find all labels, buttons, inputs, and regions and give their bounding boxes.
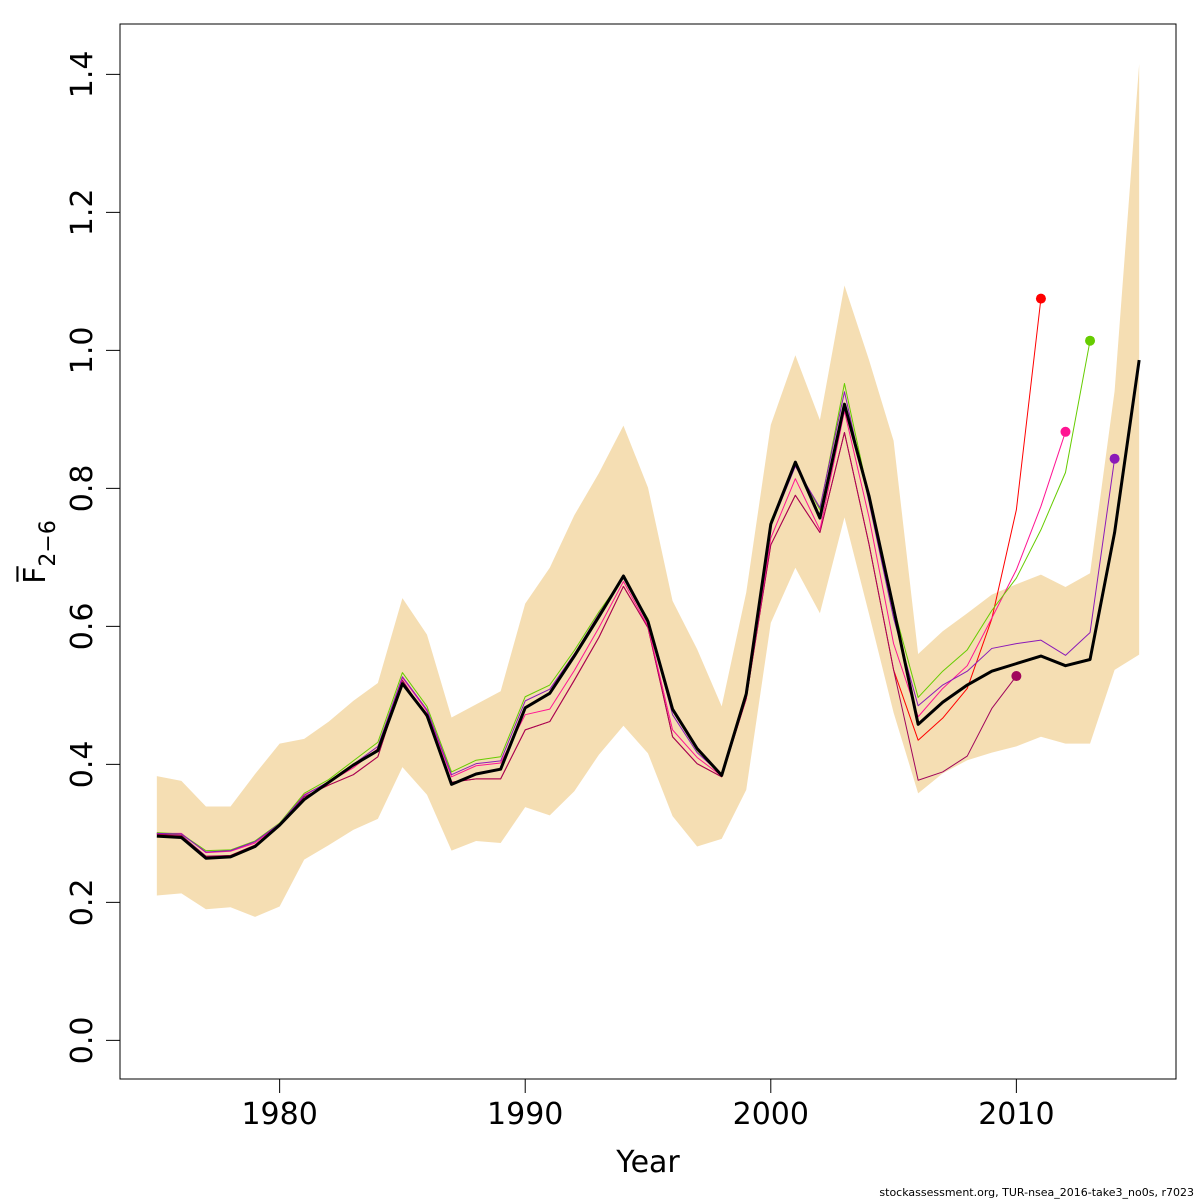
series-endpoint-2 <box>1011 671 1022 682</box>
x-tick-label: 2010 <box>978 1097 1054 1132</box>
y-tick-label: 0.6 <box>65 603 100 651</box>
y-tick-label: 0.2 <box>65 879 100 927</box>
series-layer <box>156 293 1141 860</box>
x-axis: 1980 1990 2000 2010 <box>241 1079 1055 1132</box>
svg-text:F̅2−6: F̅2−6 <box>16 520 61 584</box>
y-tick-label: 0.4 <box>65 741 100 789</box>
series-endpoint-5 <box>1109 453 1120 464</box>
y-tick-label: 0.0 <box>65 1017 100 1065</box>
y-tick-label: 1.4 <box>65 51 100 99</box>
series-endpoint-4 <box>1085 335 1096 346</box>
y-tick-label: 0.8 <box>65 465 100 513</box>
series-endpoint-1 <box>1035 293 1046 304</box>
x-tick-label: 1980 <box>241 1097 317 1132</box>
y-tick-label: 1.2 <box>65 189 100 237</box>
x-tick-label: 2000 <box>733 1097 809 1132</box>
y-axis-title-subscript: 2−6 <box>36 520 61 566</box>
plot-frame <box>119 23 1177 1080</box>
x-tick-label: 1990 <box>487 1097 563 1132</box>
series-line-2 <box>156 431 1017 857</box>
series-endpoint-3 <box>1060 426 1071 437</box>
x-axis-title: Year <box>615 1145 680 1180</box>
y-axis: 0.0 0.2 0.4 0.6 0.8 1.0 1.2 1.4 <box>65 51 120 1065</box>
y-axis-title-main: F̅ <box>16 566 53 584</box>
confidence-band-layer <box>156 64 1140 917</box>
series-line-main <box>156 359 1141 860</box>
footer-credit: stockassessment.org, TUR-nsea_2016-take3… <box>879 1186 1194 1199</box>
confidence-band <box>156 64 1140 917</box>
y-axis-title: F̅2−6 <box>16 520 61 584</box>
y-tick-label: 1.0 <box>65 327 100 375</box>
